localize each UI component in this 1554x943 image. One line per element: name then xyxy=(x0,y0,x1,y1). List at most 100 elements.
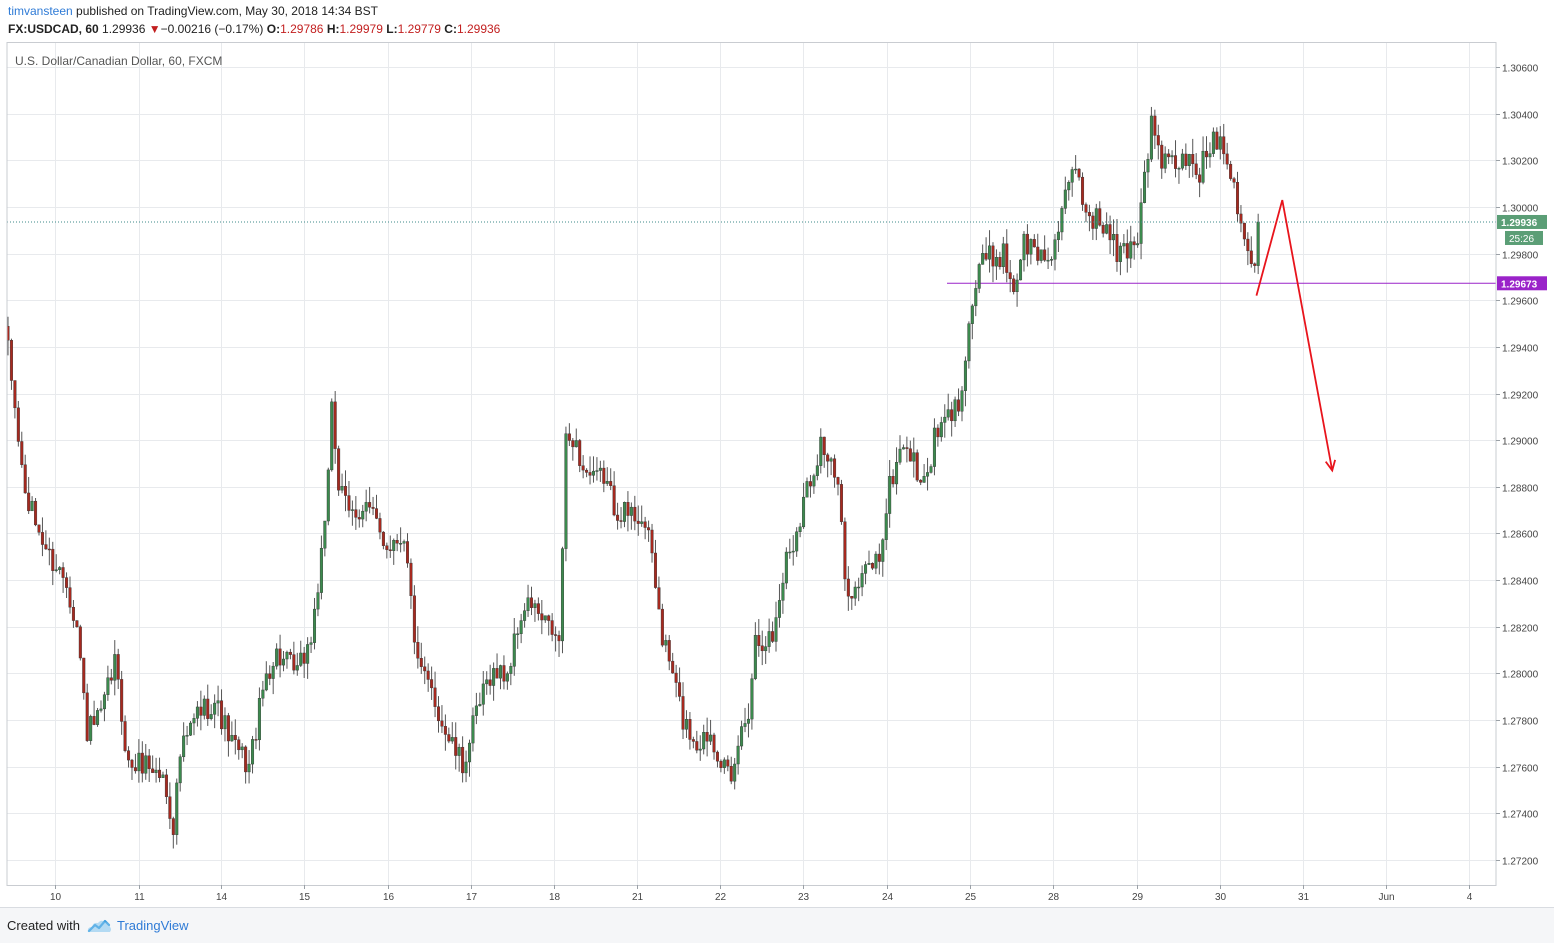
candle xyxy=(519,613,523,644)
candle-body xyxy=(622,502,626,522)
y-tick-label: 1.27800 xyxy=(1502,717,1539,728)
candle xyxy=(319,535,323,600)
candle-body xyxy=(368,502,372,508)
candle xyxy=(1115,219,1119,272)
candle-body xyxy=(1112,234,1116,241)
candle-body xyxy=(402,541,406,544)
candle xyxy=(901,444,905,450)
candle xyxy=(1191,138,1195,178)
candle-body xyxy=(1046,259,1050,262)
candle-body xyxy=(843,521,847,580)
candle xyxy=(591,456,595,483)
candle xyxy=(1187,153,1191,178)
candle xyxy=(323,520,327,557)
candle-body xyxy=(154,769,158,773)
candle xyxy=(1153,109,1157,150)
candle xyxy=(502,655,506,690)
candle-body xyxy=(1098,208,1102,226)
candle xyxy=(430,666,434,700)
candle-body xyxy=(988,245,992,260)
x-tick-label: 11 xyxy=(134,892,145,903)
candle-body xyxy=(819,436,823,466)
candle xyxy=(1177,166,1181,184)
axes[interactable]: 1.30600 1.30400 1.30200 1.30000 1.29800 1.296… xyxy=(6,42,1539,904)
projection-arrow[interactable] xyxy=(1255,199,1336,473)
candle xyxy=(1084,202,1088,223)
candle xyxy=(636,505,640,536)
x-tick-label: 24 xyxy=(882,892,894,903)
candle xyxy=(268,665,272,686)
tradingview-cloud-icon[interactable] xyxy=(86,917,112,933)
candle-body xyxy=(760,645,764,652)
candle-body xyxy=(233,735,237,740)
candle xyxy=(640,505,644,527)
candle xyxy=(991,242,995,283)
candle xyxy=(926,457,930,491)
candle-body xyxy=(1043,249,1047,261)
candle xyxy=(34,498,38,527)
candle-body xyxy=(151,768,155,773)
candle-body xyxy=(994,257,998,267)
candle-body xyxy=(357,517,361,520)
candle-body xyxy=(213,702,217,715)
candle xyxy=(743,707,747,733)
candle xyxy=(61,562,65,593)
candle xyxy=(609,468,613,491)
candle xyxy=(750,673,754,730)
candle xyxy=(981,244,985,265)
candle xyxy=(13,380,17,419)
tradingview-link[interactable]: TradingView xyxy=(117,918,189,933)
candle xyxy=(1019,258,1023,281)
candle-body xyxy=(822,436,826,456)
candle xyxy=(357,509,361,528)
candle xyxy=(368,486,372,514)
candle xyxy=(1149,106,1153,163)
candle-body xyxy=(361,510,365,520)
candle-body xyxy=(316,592,320,610)
candle-body xyxy=(371,507,375,509)
candle-body xyxy=(963,360,967,391)
candle-body xyxy=(619,520,623,522)
candle-body xyxy=(426,670,430,680)
candle-body xyxy=(540,613,544,621)
candle-body xyxy=(915,452,919,481)
candle xyxy=(278,634,282,678)
candle-body xyxy=(326,469,330,522)
price-chart[interactable]: 1.29673 1.29936 25:26 U.S. Dollar/Canadia… xyxy=(0,42,1554,907)
symbol-label[interactable]: FX:USDCAD, 60 xyxy=(8,22,99,36)
countdown-badge xyxy=(1505,230,1543,245)
candle xyxy=(1053,233,1057,271)
candle-body xyxy=(984,253,988,260)
candle xyxy=(1008,260,1012,293)
candle xyxy=(161,771,165,778)
candle xyxy=(402,539,406,552)
candle-body xyxy=(550,620,554,635)
candle-body xyxy=(130,759,134,768)
candle xyxy=(602,460,606,493)
candle-body xyxy=(1008,272,1012,280)
candle xyxy=(1118,242,1122,276)
candle-body xyxy=(354,509,358,518)
y-tick-label: 1.27600 xyxy=(1502,764,1539,775)
candle xyxy=(1091,211,1095,240)
username-link[interactable]: timvansteen xyxy=(8,4,73,18)
candle xyxy=(867,550,871,566)
candle xyxy=(1229,160,1233,181)
candle-body xyxy=(144,755,148,774)
candle xyxy=(102,691,106,722)
candle-body xyxy=(116,654,120,680)
candle xyxy=(85,683,89,743)
candle xyxy=(529,586,533,616)
candle xyxy=(350,500,354,526)
candle-body xyxy=(784,551,788,584)
horizontal-level-line[interactable]: 1.29673 xyxy=(947,276,1547,291)
candle xyxy=(950,401,954,437)
candle xyxy=(147,749,151,783)
candle xyxy=(647,520,651,542)
candle xyxy=(574,428,578,448)
candle-body xyxy=(375,508,379,519)
candle xyxy=(1032,234,1036,248)
candle-body xyxy=(1115,234,1119,262)
candle-body xyxy=(158,769,162,778)
candle xyxy=(92,700,96,726)
